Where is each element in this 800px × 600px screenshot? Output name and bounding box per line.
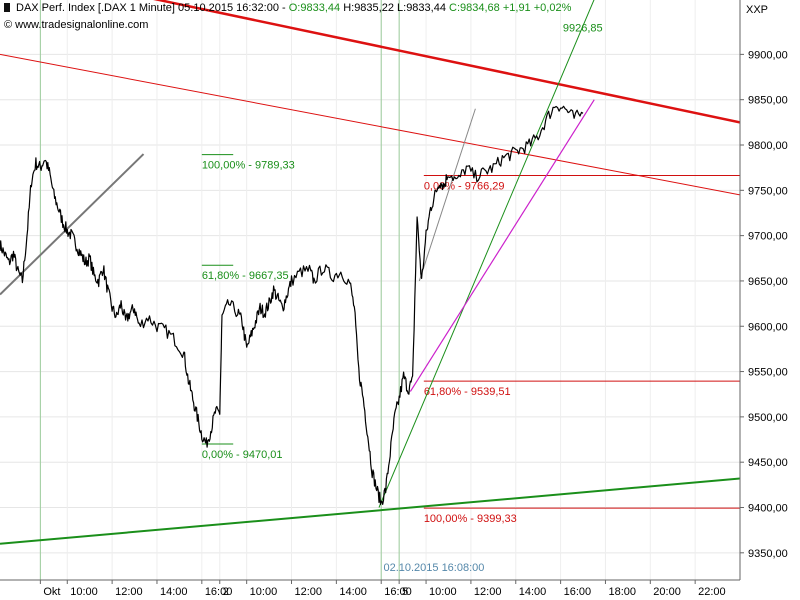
y-tick-label: 9700,00: [748, 231, 788, 243]
y-tick-label: 9850,00: [748, 95, 788, 107]
currency-label: XXP: [746, 4, 769, 16]
trendline: [0, 477, 740, 545]
open-value: O:9833,44: [288, 2, 341, 14]
close-value: C:9834,68: [449, 2, 500, 14]
x-tick-label: 22:00: [698, 586, 726, 598]
trendline: [409, 99, 595, 392]
source-credit: © www.tradesignalonline.com: [4, 19, 149, 31]
high-value: H:9835,22: [343, 2, 394, 14]
low-value: L:9833,44: [397, 2, 446, 14]
trendline: [378, 0, 595, 508]
chart-annotation: 02.10.2015 16:08:00: [383, 562, 484, 574]
chart-annotation: 9926,85: [563, 23, 603, 35]
session-separators: [39, 0, 400, 580]
x-tick-label: 5: [402, 586, 408, 598]
y-tick-label: 9350,00: [748, 548, 788, 560]
x-tick-label: 10:00: [429, 586, 457, 598]
y-tick-label: 9900,00: [748, 49, 788, 61]
y-tick-label: 9400,00: [748, 503, 788, 515]
price-line: [0, 105, 584, 505]
trendline: [153, 0, 740, 124]
y-axis: 9350,00 9400,00 9450,00 9500,00 9550,00 9600,…: [740, 49, 788, 560]
fib-level-label: 61,80% - 9539,51: [424, 386, 511, 398]
x-tick-label: 2: [223, 586, 229, 598]
x-tick-label: 14:00: [160, 586, 188, 598]
x-tick-label: 16:00: [205, 586, 233, 598]
plot-area: [0, 0, 740, 580]
fib-level-label: 0,00% - 9470,01: [202, 449, 283, 461]
fib-level-label: 100,00% - 9399,33: [424, 513, 517, 525]
x-tick-label: 12:00: [115, 586, 143, 598]
y-tick-label: 9550,00: [748, 367, 788, 379]
annotations: 9926,85 02.10.2015 16:08:00: [383, 23, 602, 574]
x-tick-label: 20:00: [653, 586, 681, 598]
interval: 1 Minute]: [129, 2, 175, 14]
x-tick-label: 14:00: [519, 586, 547, 598]
trendline: [418, 108, 476, 282]
x-axis: Okt 10:00 12:00 14:00 16:002 10:00 12:00 14:00 1…: [39, 580, 726, 598]
x-tick-label: 10:00: [250, 586, 278, 598]
x-tick-label: 18:00: [608, 586, 636, 598]
y-tick-label: 9750,00: [748, 185, 788, 197]
fib-level-label: 61,80% - 9667,35: [202, 270, 289, 282]
x-tick-label: 16:00: [384, 586, 412, 598]
x-tick-label: 14:00: [339, 586, 367, 598]
instrument-name: DAX Perf. Index [.DAX: [0, 2, 127, 14]
change-value: +1,91 +0,02%: [502, 2, 572, 14]
chart-header: DAX Perf. Index [.DAX 1 Minute] 05.10.20…: [0, 2, 571, 14]
y-tick-label: 9600,00: [748, 321, 788, 333]
x-tick-label: 16:00: [564, 586, 592, 598]
y-tick-label: 9500,00: [748, 412, 788, 424]
bar-datetime: 05.10.2015 16:32:00: [178, 2, 279, 14]
x-tick-label: 10:00: [70, 586, 98, 598]
y-tick-label: 9800,00: [748, 140, 788, 152]
x-tick-label: Okt: [43, 586, 60, 598]
fib-level-label: 100,00% - 9789,33: [202, 160, 295, 172]
y-tick-label: 9650,00: [748, 276, 788, 288]
x-tick-label: 12:00: [295, 586, 323, 598]
x-tick-label: 12:00: [474, 586, 502, 598]
fib-level-label: 0,00% - 9766,29: [424, 181, 505, 193]
price-series: [0, 105, 584, 505]
y-tick-label: 9450,00: [748, 457, 788, 469]
trendlines: [0, 0, 740, 545]
trendline: [0, 53, 740, 196]
